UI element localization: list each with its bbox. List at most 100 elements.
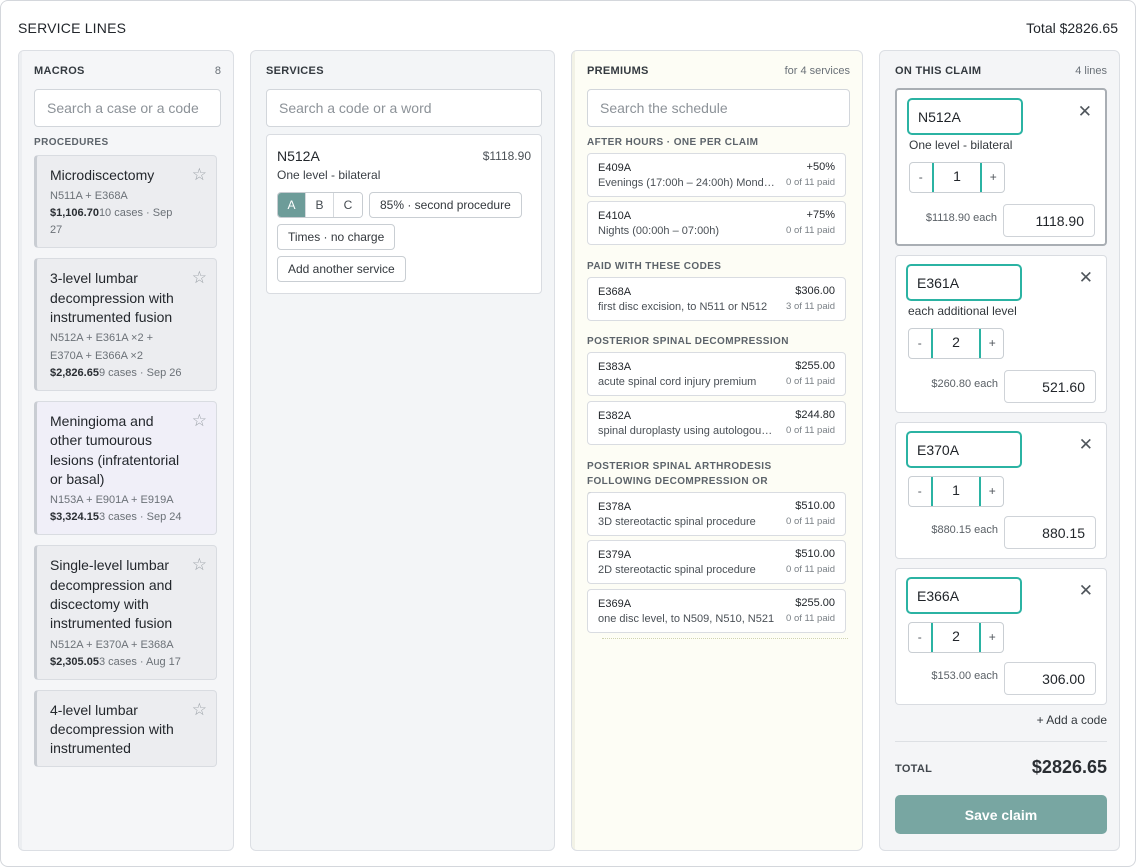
- line-desc: each additional level: [908, 304, 1017, 318]
- star-icon[interactable]: ☆: [191, 268, 207, 288]
- macro-meta: $2,826.659 cases · Sep 26: [50, 365, 186, 382]
- quantity-value[interactable]: 1: [930, 477, 982, 506]
- premium-code: E382A: [598, 410, 632, 422]
- role-option-c[interactable]: C: [334, 193, 362, 217]
- premium-value: $510.00: [795, 500, 835, 512]
- macro-name: Meningioma and other tumourous lesions (…: [50, 413, 180, 488]
- increment-button[interactable]: +: [988, 336, 996, 350]
- add-service-button[interactable]: Add another service: [277, 256, 406, 282]
- premium-desc: 3D stereotactic spinal procedure: [598, 516, 756, 528]
- macro-card[interactable]: Meningioma and other tumourous lesions (…: [34, 401, 217, 536]
- premium-item[interactable]: E379A 2D stereotactic spinal procedure $…: [587, 540, 846, 584]
- premium-code: E378A: [598, 501, 632, 513]
- premium-desc: Evenings (17:00h – 24:00h) Monday to Fri…: [598, 177, 776, 189]
- service-search-input[interactable]: [266, 89, 542, 127]
- premium-desc: acute spinal cord injury premium: [598, 376, 757, 388]
- amount-input[interactable]: [1003, 204, 1095, 237]
- macro-card[interactable]: Microdiscectomy ☆ N511A + E368A $1,106.7…: [34, 155, 217, 249]
- star-icon[interactable]: ☆: [191, 411, 207, 431]
- line-code-input[interactable]: [906, 431, 1022, 468]
- premium-code: E369A: [598, 598, 632, 610]
- star-icon[interactable]: ☆: [191, 699, 207, 719]
- macros-count: 8: [214, 65, 221, 77]
- amount-input[interactable]: [1004, 516, 1096, 549]
- role-option-b[interactable]: B: [306, 193, 334, 217]
- quantity-stepper: - 2 +: [908, 622, 1004, 653]
- add-code-button[interactable]: + Add a code: [1036, 713, 1107, 727]
- increment-button[interactable]: +: [989, 170, 997, 184]
- premium-item[interactable]: E383A acute spinal cord injury premium $…: [587, 352, 846, 396]
- decrement-button[interactable]: -: [917, 336, 922, 350]
- macro-name: 4-level lumbar decompression with instru…: [50, 701, 174, 757]
- macro-card[interactable]: 3-level lumbar decompression with instru…: [34, 258, 217, 392]
- star-icon[interactable]: ☆: [191, 165, 207, 184]
- premium-paid: 0 of 11 paid: [786, 613, 835, 624]
- increment-button[interactable]: +: [988, 630, 996, 644]
- unit-price: $1118.90 each: [925, 212, 997, 224]
- line-code-input[interactable]: [906, 264, 1022, 301]
- line-code-input[interactable]: [907, 98, 1023, 135]
- line-desc: One level - bilateral: [909, 138, 1013, 152]
- times-chip[interactable]: Times · no charge: [277, 224, 396, 250]
- close-icon[interactable]: ✕: [1078, 581, 1093, 600]
- close-icon[interactable]: ✕: [1077, 102, 1092, 121]
- premium-value: +75%: [806, 209, 835, 221]
- close-icon[interactable]: ✕: [1078, 435, 1093, 454]
- save-claim-button[interactable]: Save claim: [895, 795, 1107, 834]
- unit-price: $153.00 each: [931, 670, 998, 682]
- role-option-a[interactable]: A: [278, 193, 306, 217]
- premium-code: E368A: [598, 286, 632, 298]
- premium-code: E379A: [598, 549, 632, 561]
- premiums-panel: PREMIUMS for 4 services AFTER HOURS · ON…: [571, 50, 863, 851]
- macro-price: $2,305.05: [50, 655, 99, 668]
- unit-price: $880.15 each: [931, 524, 998, 536]
- premiums-count: for 4 services: [784, 65, 850, 77]
- increment-button[interactable]: +: [988, 484, 996, 498]
- macro-name: Microdiscectomy: [50, 167, 155, 183]
- close-icon[interactable]: ✕: [1078, 268, 1093, 287]
- premium-item[interactable]: E382A spinal duroplasty using autologous…: [587, 401, 846, 445]
- premium-value: $255.00: [795, 597, 835, 609]
- amount-input[interactable]: [1004, 370, 1096, 403]
- quantity-stepper: - 1 +: [908, 476, 1004, 507]
- premium-item[interactable]: E410A Nights (00:00h – 07:00h) +75% 0 of…: [587, 201, 846, 245]
- services-title: SERVICES: [266, 65, 324, 77]
- macro-search-input[interactable]: [34, 89, 221, 127]
- macros-panel: MACROS 8 PROCEDURES Microdiscectomy ☆ N5…: [18, 50, 234, 851]
- list-end-divider: [602, 638, 848, 639]
- premium-search-input[interactable]: [587, 89, 850, 127]
- premium-paid: 0 of 11 paid: [786, 425, 835, 436]
- macro-stats: 9 cases · Sep 26: [98, 367, 182, 380]
- premium-item[interactable]: E378A 3D stereotactic spinal procedure $…: [587, 492, 846, 536]
- total-value: $2826.65: [1031, 757, 1107, 777]
- macro-meta: $3,324.153 cases · Sep 24: [50, 509, 186, 526]
- premium-item[interactable]: E409A Evenings (17:00h – 24:00h) Monday …: [587, 153, 846, 197]
- decrement-button[interactable]: -: [917, 484, 922, 498]
- second-procedure-chip[interactable]: 85% · second procedure: [369, 192, 522, 218]
- macro-card[interactable]: Single-level lumbar decompression and di…: [34, 545, 217, 680]
- quantity-value[interactable]: 1: [931, 163, 983, 192]
- group-heading: PAID WITH THESE CODES: [587, 261, 722, 272]
- service-desc: One level - bilateral: [277, 168, 381, 182]
- claim-line: ✕ - 1 + $880.15 each: [895, 422, 1107, 559]
- premium-code: E409A: [598, 162, 632, 174]
- star-icon[interactable]: ☆: [191, 555, 207, 575]
- premium-desc: spinal duroplasty using autologous graft: [598, 425, 776, 437]
- premium-item[interactable]: E368A first disc excision, to N511 or N5…: [587, 277, 846, 321]
- premium-paid: 0 of 11 paid: [786, 225, 835, 236]
- premium-desc: first disc excision, to N511 or N512: [598, 301, 768, 313]
- decrement-button[interactable]: -: [918, 170, 923, 184]
- macro-card[interactable]: 4-level lumbar decompression with instru…: [34, 689, 217, 768]
- amount-input[interactable]: [1004, 662, 1096, 695]
- macro-codes: N153A + E901A + E919A: [50, 494, 174, 507]
- quantity-value[interactable]: 2: [930, 329, 982, 358]
- premium-desc: one disc level, to N509, N510, N521: [598, 613, 775, 625]
- decrement-button[interactable]: -: [917, 630, 922, 644]
- line-code-input[interactable]: [906, 577, 1022, 614]
- premium-paid: 3 of 11 paid: [786, 301, 835, 312]
- macro-stats: 3 cases · Aug 17: [98, 655, 181, 668]
- quantity-value[interactable]: 2: [930, 623, 982, 652]
- quantity-stepper: - 1 +: [909, 162, 1005, 193]
- role-segment: A B C: [277, 192, 363, 218]
- premium-item[interactable]: E369A one disc level, to N509, N510, N52…: [587, 589, 846, 633]
